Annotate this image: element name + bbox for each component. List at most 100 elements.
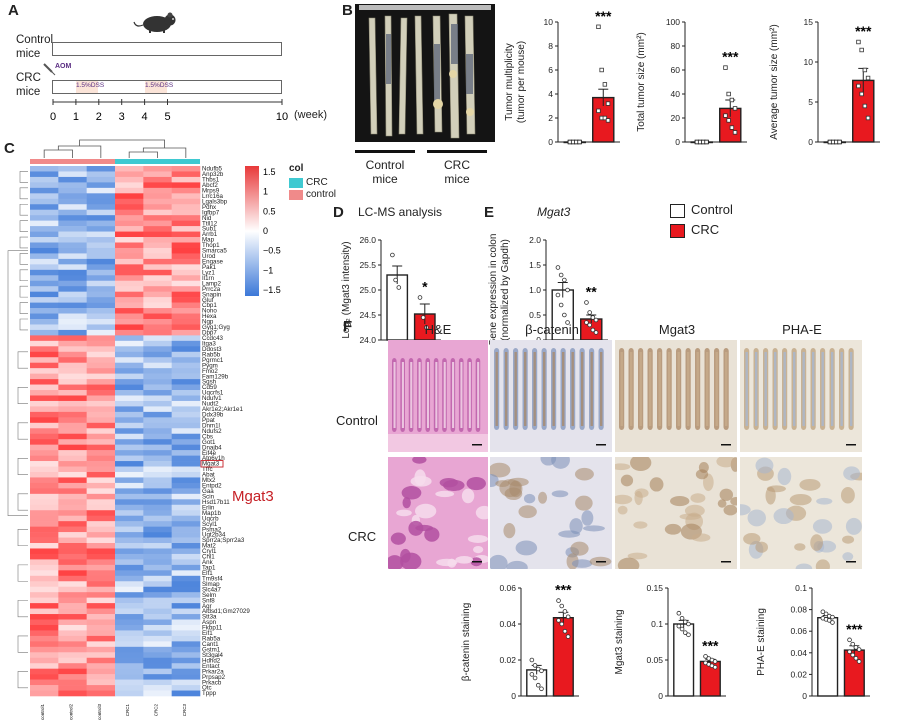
bar-control [817, 617, 839, 697]
heatmap-cell [171, 652, 201, 659]
data-point [565, 634, 571, 639]
heatmap-cell [86, 329, 116, 336]
data-point [602, 82, 608, 87]
gene-label: Urod [202, 253, 216, 260]
data-point [862, 67, 868, 73]
data-point [820, 609, 826, 615]
heatmap-cell [86, 373, 116, 380]
heatmap-cell [171, 204, 201, 211]
gene-label: Akr1e2;Akr1e1 [202, 406, 243, 413]
heatmap-cell [58, 537, 87, 544]
y-tick-label: 80 [671, 41, 681, 51]
column-label: control1 [40, 704, 45, 721]
heatmap-cell [143, 275, 172, 282]
y-tick-label: 0 [802, 691, 807, 701]
y-tick-label: 0 [675, 137, 680, 147]
y-tick-label: 10 [544, 17, 554, 27]
heatmap-cell [30, 450, 59, 456]
heatmap-cell [171, 515, 201, 522]
heatmap-cell [143, 466, 172, 473]
heatmap-cell [30, 247, 59, 254]
heatmap-cell [86, 608, 116, 615]
heatmap-cell [58, 166, 87, 172]
data-point [562, 628, 568, 634]
gene-label: Il1rn [202, 275, 215, 282]
data-point [830, 614, 835, 620]
heatmap-cell [30, 340, 59, 347]
heatmap-cell [143, 685, 172, 691]
col-title-mgat3: Mgat3 [658, 322, 696, 337]
heatmap-cell [30, 308, 59, 314]
heatmap-cell [86, 433, 116, 440]
heatmap-cell [143, 220, 172, 227]
heatmap-cell [115, 400, 144, 407]
scale-bar [846, 444, 856, 446]
group-control-label: Control mice [16, 34, 54, 60]
heatmap-cell [143, 318, 172, 325]
heatmap-cell [58, 226, 87, 232]
heatmap-cell [30, 280, 59, 287]
data-point [577, 139, 582, 145]
data-point [726, 91, 731, 97]
heatmap-cell [143, 679, 172, 686]
heatmap-cell [30, 439, 59, 445]
heatmap-cell [86, 685, 116, 691]
micrograph-he-crc [388, 457, 488, 569]
aom-label: AOM [55, 63, 72, 70]
heatmap-cell [115, 603, 144, 609]
heatmap-cell [86, 209, 116, 216]
heatmap-cell [30, 679, 59, 686]
y-tick-label: 0.15 [646, 583, 663, 593]
heatmap-cell [115, 242, 144, 249]
heatmap-cell [30, 417, 59, 424]
data-point [559, 603, 565, 609]
heatmap-cell [143, 570, 172, 577]
heatmap-cell [86, 428, 116, 435]
heatmap-cell [30, 619, 59, 626]
gene-label: Cbs [202, 433, 213, 440]
heatmap-cell [143, 537, 172, 544]
heatmap-cell [30, 668, 59, 675]
gene-label: Pdhx [202, 204, 217, 211]
heatmap-cell [115, 308, 144, 314]
heatmap-cell [143, 171, 172, 178]
gene-label: Chl1 [202, 554, 215, 561]
scale-tick-label: 1 [263, 187, 268, 197]
heatmap-cell [143, 581, 172, 588]
heatmap-cell [143, 646, 172, 653]
heatmap-cell [143, 422, 172, 429]
heatmap-cell [30, 630, 59, 637]
heatmap-cell [115, 318, 144, 325]
heatmap-cell [58, 286, 87, 292]
gene-label: Nid [202, 215, 212, 222]
heatmap-cell [115, 198, 144, 205]
heatmap-cell [171, 641, 201, 648]
heatmap-cell [58, 379, 87, 385]
heatmap-cell [30, 220, 59, 227]
heatmap-cell [143, 280, 172, 287]
heatmap-cell [86, 368, 116, 374]
heatmap-cell [58, 411, 87, 418]
heatmap-cell [115, 619, 144, 626]
heatmap-cell [30, 510, 59, 516]
heatmap-cell [115, 657, 144, 664]
gene-label: Cant1 [202, 641, 219, 648]
heatmap-cell [171, 166, 201, 172]
heatmap-cell [58, 302, 87, 309]
heatmap-cell [86, 417, 116, 424]
heatmap-cell [115, 171, 144, 178]
heatmap-cell [86, 313, 116, 320]
heatmap-cell [30, 242, 59, 249]
heatmap-cell [143, 597, 172, 604]
scale-bar [596, 561, 606, 563]
heatmap-cell [171, 526, 201, 533]
heatmap-cell [171, 668, 201, 675]
heatmap-cell [30, 204, 59, 211]
heatmap-cell [86, 258, 116, 265]
heatmap-cell [115, 679, 144, 686]
heatmap-cell [58, 586, 87, 593]
heatmap-cell [86, 657, 116, 664]
heatmap-cell [171, 286, 201, 292]
heatmap-cell [86, 444, 116, 451]
gene-label: Slmap [202, 581, 220, 588]
